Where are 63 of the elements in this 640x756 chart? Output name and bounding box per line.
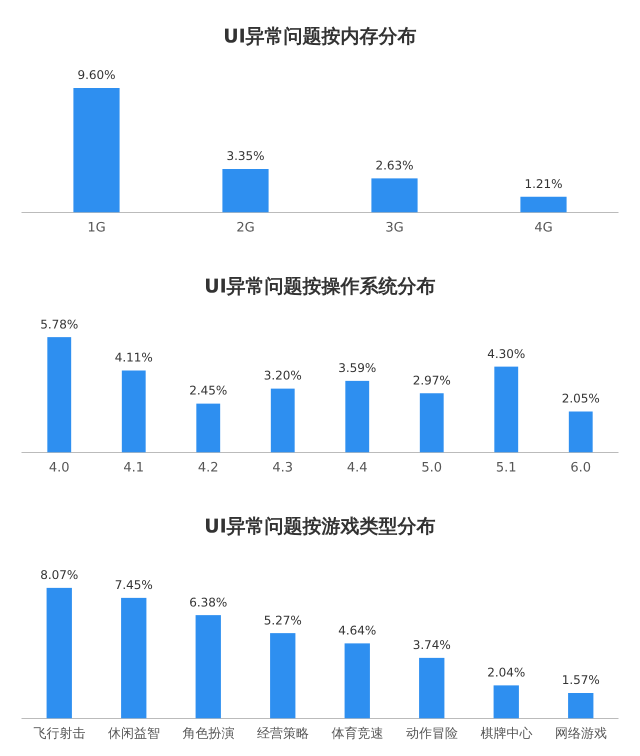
- x-tick-label: 5.0: [421, 460, 442, 476]
- data-label: 8.07%: [40, 568, 78, 582]
- x-tick-label: 1G: [87, 220, 106, 236]
- bar: [568, 412, 593, 452]
- data-label: 2.45%: [189, 384, 228, 398]
- x-tick-label: 4.1: [123, 460, 144, 476]
- data-label: 4.11%: [114, 350, 153, 365]
- data-label: 3.74%: [412, 638, 451, 652]
- bar: [47, 337, 72, 452]
- bar: [520, 196, 567, 212]
- bar: [420, 393, 444, 452]
- data-label: 2.63%: [375, 158, 414, 172]
- data-label: 4.30%: [487, 346, 526, 361]
- x-tick-label: 2G: [236, 220, 255, 236]
- x-tick-label: 网络游戏: [554, 726, 607, 742]
- x-tick-label: 4.0: [48, 460, 70, 476]
- x-tick-label: 5.1: [496, 460, 517, 476]
- data-label: 9.60%: [77, 68, 116, 82]
- bar: [345, 380, 370, 452]
- bar: [494, 366, 518, 452]
- x-tick-label: 6.0: [570, 460, 592, 476]
- bar: [270, 388, 295, 452]
- chart-title: UI异常问题按内存分布: [223, 25, 417, 48]
- x-tick-label: 4.2: [198, 460, 219, 476]
- bar: [419, 658, 444, 718]
- data-label: 1.21%: [524, 176, 563, 191]
- x-tick-label: 体育竞速: [331, 726, 384, 742]
- x-tick-label: 休闲益智: [108, 726, 160, 742]
- data-label: 7.45%: [114, 578, 153, 592]
- bar: [494, 685, 519, 718]
- data-label: 3.35%: [226, 149, 265, 164]
- bar: [568, 693, 594, 718]
- chart-title: UI异常问题按操作系统分布: [204, 275, 436, 298]
- data-label: 2.05%: [562, 392, 600, 406]
- data-label: 3.59%: [338, 360, 376, 375]
- bar: [196, 404, 220, 452]
- bar: [196, 615, 221, 718]
- x-tick-label: 4G: [534, 220, 553, 236]
- x-tick-label: 4.3: [272, 460, 294, 476]
- bar: [46, 588, 72, 718]
- x-tick-label: 3G: [385, 220, 404, 236]
- x-tick-label: 经营策略: [256, 726, 309, 742]
- bar: [73, 88, 120, 212]
- data-label: 4.64%: [338, 623, 376, 638]
- data-label: 1.57%: [562, 673, 600, 688]
- bar: [270, 633, 296, 718]
- data-label: 5.78%: [40, 317, 78, 332]
- x-tick-label: 角色扮演: [182, 726, 234, 742]
- data-label: 3.20%: [264, 368, 302, 383]
- bar: [122, 370, 146, 452]
- x-tick-label: 飞行射击: [33, 726, 86, 742]
- bar: [371, 178, 418, 212]
- x-tick-label: 4.4: [346, 460, 368, 476]
- x-tick-label: 动作冒险: [406, 726, 458, 742]
- bar: [222, 168, 269, 212]
- x-tick-label: 棋牌中心: [480, 726, 532, 742]
- data-label: 5.27%: [264, 613, 302, 628]
- bar: [121, 598, 146, 718]
- data-label: 6.38%: [189, 595, 228, 610]
- data-label: 2.97%: [412, 373, 451, 388]
- bar: [344, 643, 370, 718]
- chart-title: UI异常问题按游戏类型分布: [204, 515, 436, 538]
- data-label: 2.04%: [487, 666, 526, 680]
